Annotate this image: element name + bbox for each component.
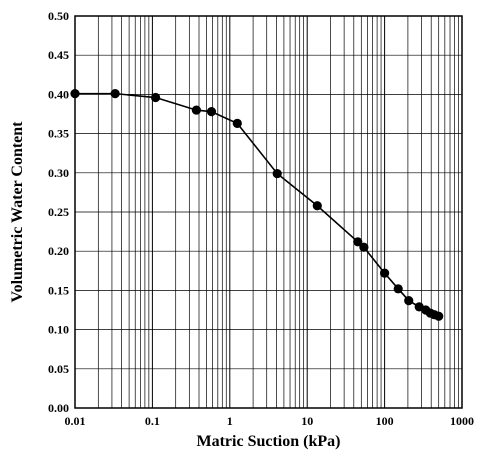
grid-lines bbox=[74, 15, 462, 409]
data-point-marker bbox=[232, 118, 242, 129]
data-point-marker bbox=[359, 242, 369, 252]
x-tick-label: 10 bbox=[301, 414, 313, 428]
x-tick-label: 1000 bbox=[450, 414, 474, 428]
data-point-marker bbox=[434, 311, 444, 321]
y-tick-label: 0.25 bbox=[48, 205, 69, 219]
data-point-marker bbox=[191, 105, 201, 115]
x-axis-ticks: 0.01 0.1 1 10 100 1000 bbox=[65, 414, 475, 428]
y-tick-label: 0.50 bbox=[48, 9, 69, 23]
y-tick-label: 0.00 bbox=[48, 401, 69, 415]
x-tick-label: 100 bbox=[376, 414, 394, 428]
y-tick-label: 0.40 bbox=[48, 87, 69, 101]
data-point-marker bbox=[393, 284, 403, 294]
data-point-marker bbox=[353, 237, 363, 247]
y-tick-label: 0.35 bbox=[48, 127, 69, 141]
plot-frame bbox=[74, 15, 463, 409]
x-axis-label: Matric Suction (kPa) bbox=[197, 433, 341, 450]
x-tick-label: 1 bbox=[227, 414, 233, 428]
y-tick-label: 0.15 bbox=[48, 283, 69, 297]
data-point-marker bbox=[151, 92, 161, 103]
y-tick-label: 0.05 bbox=[48, 362, 69, 376]
y-axis-label: Volumetric Water Content bbox=[9, 121, 26, 303]
y-tick-label: 0.10 bbox=[48, 323, 69, 337]
data-point-marker bbox=[404, 295, 414, 306]
y-tick-label: 0.45 bbox=[48, 48, 69, 62]
data-point-marker bbox=[206, 107, 217, 117]
y-axis-ticks: 0.00 0.05 0.10 0.15 0.20 0.25 0.30 0.35 0.40 0.45… bbox=[48, 9, 69, 415]
data-point-marker bbox=[70, 89, 80, 99]
data-point-marker bbox=[272, 168, 282, 179]
y-tick-label: 0.20 bbox=[48, 244, 69, 258]
series-layer bbox=[70, 89, 444, 321]
data-point-marker bbox=[380, 268, 390, 278]
data-point-marker bbox=[312, 201, 322, 211]
x-tick-label: 0.1 bbox=[145, 414, 160, 428]
data-point-marker bbox=[110, 89, 120, 99]
y-tick-label: 0.30 bbox=[48, 166, 69, 180]
x-tick-label: 0.01 bbox=[65, 414, 86, 428]
